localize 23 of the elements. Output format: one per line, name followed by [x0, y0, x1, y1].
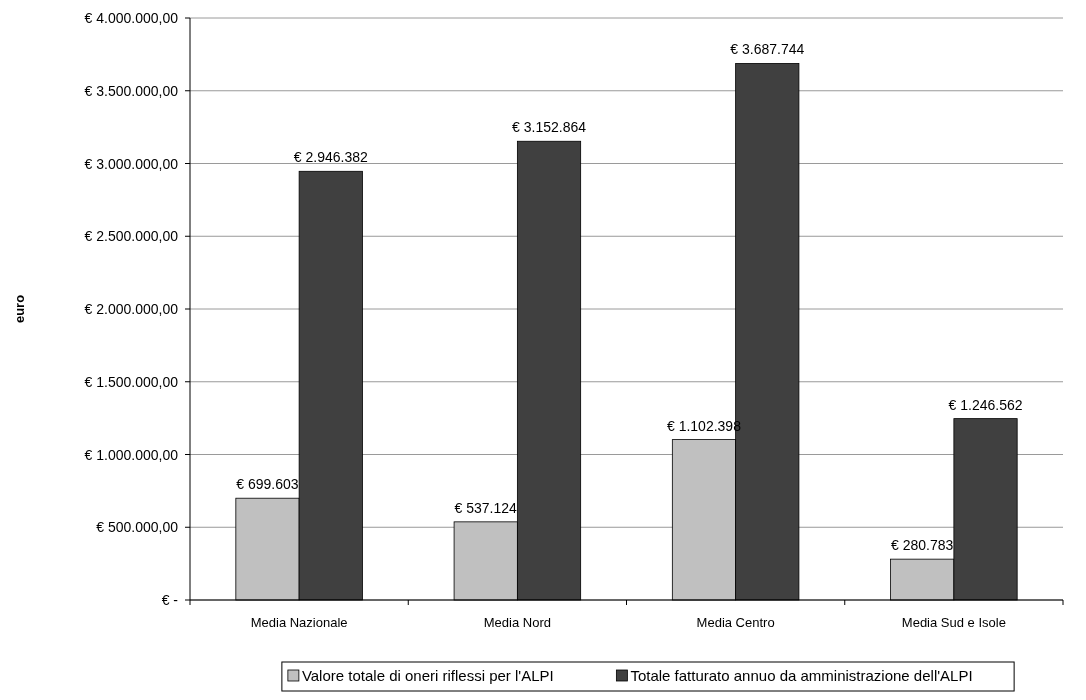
- data-label: € 537.124: [454, 499, 518, 516]
- y-tick-label: € 2.000.000,00: [84, 301, 179, 317]
- y-tick-label: € 500.000,00: [96, 519, 179, 536]
- legend-label: Totale fatturato annuo da amministrazione dell'ALPI: [630, 667, 973, 684]
- y-tick-label: € 2.500.000,00: [84, 228, 179, 245]
- data-label: € 280.783: [891, 537, 954, 554]
- y-tick-label: € -: [161, 592, 179, 608]
- y-tick-label: € 1.500.000,00: [84, 373, 179, 390]
- y-tick-label: € 3.500.000,00: [84, 82, 179, 99]
- data-label: € 2.946.382: [293, 149, 368, 166]
- y-axis-title: euro: [12, 294, 27, 324]
- data-label: € 1.246.562: [948, 396, 1023, 413]
- y-tick-label: € 4.000.000,00: [84, 10, 179, 26]
- legend-label: Valore totale di oneri riflessi per l'ALPI: [301, 667, 554, 684]
- x-tick-label: Media Nord: [483, 615, 551, 630]
- data-label: € 3.687.744: [730, 41, 805, 58]
- x-tick-label: Media Sud e Isole: [901, 615, 1006, 630]
- data-label: € 3.152.864: [512, 119, 587, 136]
- y-tick-label: € 1.000.000,00: [84, 446, 179, 463]
- x-tick-label: Media Nazionale: [250, 615, 348, 630]
- y-tick-label: € 3.000.000,00: [84, 155, 179, 172]
- x-tick-label: Media Centro: [696, 615, 775, 630]
- data-label: € 699.603: [236, 476, 299, 493]
